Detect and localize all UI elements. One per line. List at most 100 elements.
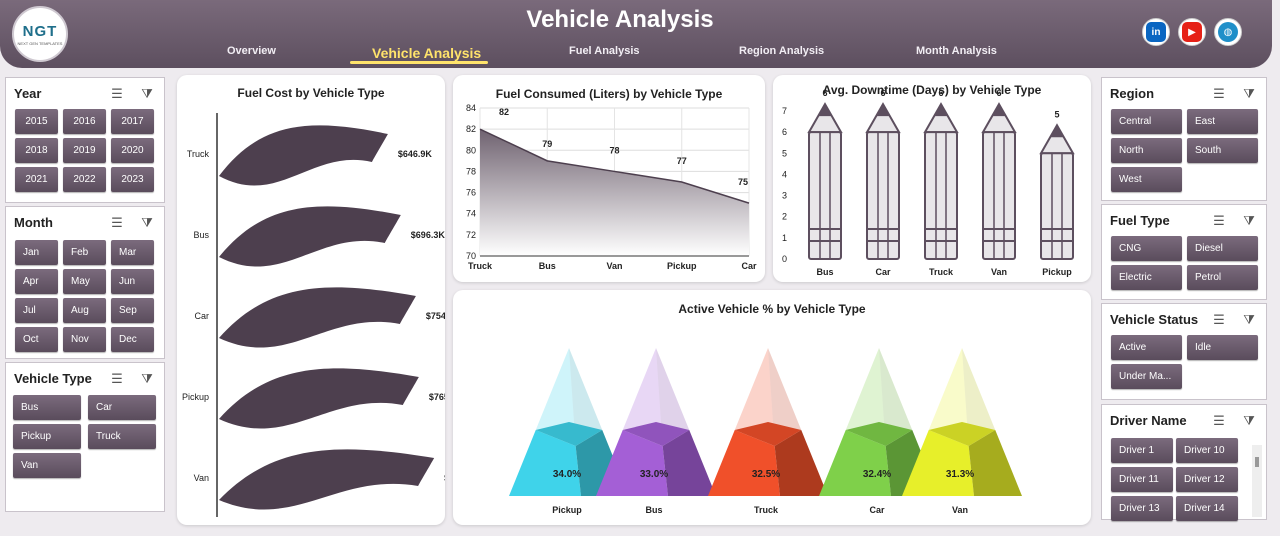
- slicer-item-driver-13[interactable]: Driver 13: [1111, 496, 1173, 521]
- y-tick-label: 4: [782, 169, 787, 179]
- pyramid-top-right-van: [962, 348, 996, 446]
- slicer-item-2017[interactable]: 2017: [111, 109, 154, 134]
- youtube-icon[interactable]: ▶: [1178, 18, 1206, 46]
- linkedin-icon[interactable]: in: [1142, 18, 1170, 46]
- chart-title: Fuel Cost by Vehicle Type: [237, 86, 385, 100]
- x-tick-label-car: Car: [869, 505, 885, 515]
- slicer-item-west[interactable]: West: [1111, 167, 1182, 192]
- slicer-item-electric[interactable]: Electric: [1111, 265, 1182, 290]
- data-label-truck: 32.5%: [752, 469, 780, 480]
- slicer-title: Fuel Type: [1110, 213, 1170, 228]
- bar-car: [819, 430, 891, 496]
- slicer-item-truck[interactable]: Truck: [88, 424, 156, 449]
- slicer-item-2020[interactable]: 2020: [111, 138, 154, 163]
- multi-select-icon[interactable]: ☰: [111, 371, 123, 386]
- area-line: [479, 128, 750, 204]
- slicer-item-east[interactable]: East: [1187, 109, 1258, 134]
- tab-vehicle-analysis[interactable]: Vehicle Analysis: [372, 45, 482, 61]
- bar-van: [902, 430, 974, 496]
- pyramid-cap-car: [845, 422, 913, 446]
- slicer-item-apr[interactable]: Apr: [15, 269, 58, 294]
- tab-region-analysis[interactable]: Region Analysis: [739, 45, 825, 57]
- fuel-consumed-chart: 70 72 74 76 78 80 82 84 82 Truck 79 Bus 78 Van 77 Picku…: [466, 103, 757, 271]
- multi-select-icon[interactable]: ☰: [1213, 86, 1225, 101]
- clear-filter-icon[interactable]: ⧩: [141, 371, 153, 386]
- clear-filter-icon[interactable]: ⧩: [1243, 86, 1255, 101]
- tab-fuel-analysis[interactable]: Fuel Analysis: [569, 45, 640, 57]
- slicer-item-sep[interactable]: Sep: [111, 298, 154, 323]
- pyramid-top-right-truck: [768, 348, 802, 446]
- scroll-thumb[interactable]: [1255, 457, 1259, 467]
- y-tick-label: 78: [466, 166, 476, 176]
- multi-select-icon[interactable]: ☰: [1213, 213, 1225, 228]
- slicer-item-2016[interactable]: 2016: [63, 109, 106, 134]
- slicer-item-driver-12[interactable]: Driver 12: [1176, 467, 1238, 492]
- tab-month-analysis[interactable]: Month Analysis: [916, 45, 997, 57]
- slicer-item-2022[interactable]: 2022: [63, 167, 106, 192]
- data-label-truck: 6: [938, 88, 943, 98]
- slicer-title: Month: [14, 215, 53, 230]
- slicer-item-driver-11[interactable]: Driver 11: [1111, 467, 1173, 492]
- slicer-item-dec[interactable]: Dec: [111, 327, 154, 352]
- category-label-van: Van: [194, 473, 209, 483]
- multi-select-icon[interactable]: ☰: [1213, 413, 1225, 428]
- clear-filter-icon[interactable]: ⧩: [1243, 213, 1255, 228]
- slicer-item-oct[interactable]: Oct: [15, 327, 58, 352]
- y-tick-label: 70: [466, 251, 476, 261]
- clear-filter-icon[interactable]: ⧩: [141, 86, 153, 101]
- slicer-item-van[interactable]: Van: [13, 453, 81, 478]
- slicer-item-jan[interactable]: Jan: [15, 240, 58, 265]
- fuel-type-slicer: Fuel Type ☰ ⧩ CNG Diesel Electric Petrol: [1101, 204, 1267, 300]
- multi-select-icon[interactable]: ☰: [1213, 312, 1225, 327]
- logo: NGT NEXT GEN TEMPLATES: [12, 6, 68, 62]
- clear-filter-icon[interactable]: ⧩: [1243, 312, 1255, 327]
- multi-select-icon[interactable]: ☰: [111, 215, 123, 230]
- slicer-item-2019[interactable]: 2019: [63, 138, 106, 163]
- slicer-item-under-ma-[interactable]: Under Ma...: [1111, 364, 1182, 389]
- slicer-item-active[interactable]: Active: [1111, 335, 1182, 360]
- slicer-item-2023[interactable]: 2023: [111, 167, 154, 192]
- slicer-item-bus[interactable]: Bus: [13, 395, 81, 420]
- slicer-item-2018[interactable]: 2018: [15, 138, 58, 163]
- slicer-item-driver-10[interactable]: Driver 10: [1176, 438, 1238, 463]
- clear-filter-icon[interactable]: ⧩: [141, 215, 153, 230]
- tab-overview[interactable]: Overview: [227, 45, 276, 57]
- slicer-item-south[interactable]: South: [1187, 138, 1258, 163]
- slicer-item-central[interactable]: Central: [1111, 109, 1182, 134]
- clear-filter-icon[interactable]: ⧩: [1243, 413, 1255, 428]
- data-label-pickup: 77: [677, 156, 687, 166]
- slicer-item-jun[interactable]: Jun: [111, 269, 154, 294]
- slicer-item-mar[interactable]: Mar: [111, 240, 154, 265]
- slicer-item-may[interactable]: May: [63, 269, 106, 294]
- driver-scrollbar[interactable]: [1252, 445, 1262, 517]
- data-label-pickup: 5: [1054, 109, 1059, 119]
- slicer-item-petrol[interactable]: Petrol: [1187, 265, 1258, 290]
- slicer-item-cng[interactable]: CNG: [1111, 236, 1182, 261]
- data-label-truck: $646.9K: [398, 149, 433, 159]
- slicer-item-2015[interactable]: 2015: [15, 109, 58, 134]
- slicer-item-feb[interactable]: Feb: [63, 240, 106, 265]
- slicer-item-jul[interactable]: Jul: [15, 298, 58, 323]
- slicer-item-pickup[interactable]: Pickup: [13, 424, 81, 449]
- globe-icon[interactable]: ◍: [1214, 18, 1242, 46]
- slicer-item-idle[interactable]: Idle: [1187, 335, 1258, 360]
- slicer-item-driver-1[interactable]: Driver 1: [1111, 438, 1173, 463]
- multi-select-icon[interactable]: ☰: [111, 86, 123, 101]
- x-tick-label-bus: Bus: [645, 505, 662, 515]
- y-tick-label: 0: [782, 254, 787, 264]
- slicer-item-diesel[interactable]: Diesel: [1187, 236, 1258, 261]
- vehicle-type-slicer: Vehicle Type ☰ ⧩ Bus Car Pickup Truck Van: [5, 362, 165, 512]
- slicer-item-driver-14[interactable]: Driver 14: [1176, 496, 1238, 521]
- slicer-item-car[interactable]: Car: [88, 395, 156, 420]
- pencil-lead-van: [992, 104, 1006, 117]
- slicer-item-nov[interactable]: Nov: [63, 327, 106, 352]
- category-label-pickup: Pickup: [182, 392, 209, 402]
- bar-pickup: [219, 368, 419, 429]
- slicer-item-aug[interactable]: Aug: [63, 298, 106, 323]
- linkedin-glyph: in: [1146, 22, 1166, 42]
- bar-pickup: [509, 430, 581, 496]
- slicer-item-2021[interactable]: 2021: [15, 167, 58, 192]
- pyramid-top-left-car: [845, 348, 886, 446]
- slicer-item-north[interactable]: North: [1111, 138, 1182, 163]
- y-tick-label: 2: [782, 212, 787, 222]
